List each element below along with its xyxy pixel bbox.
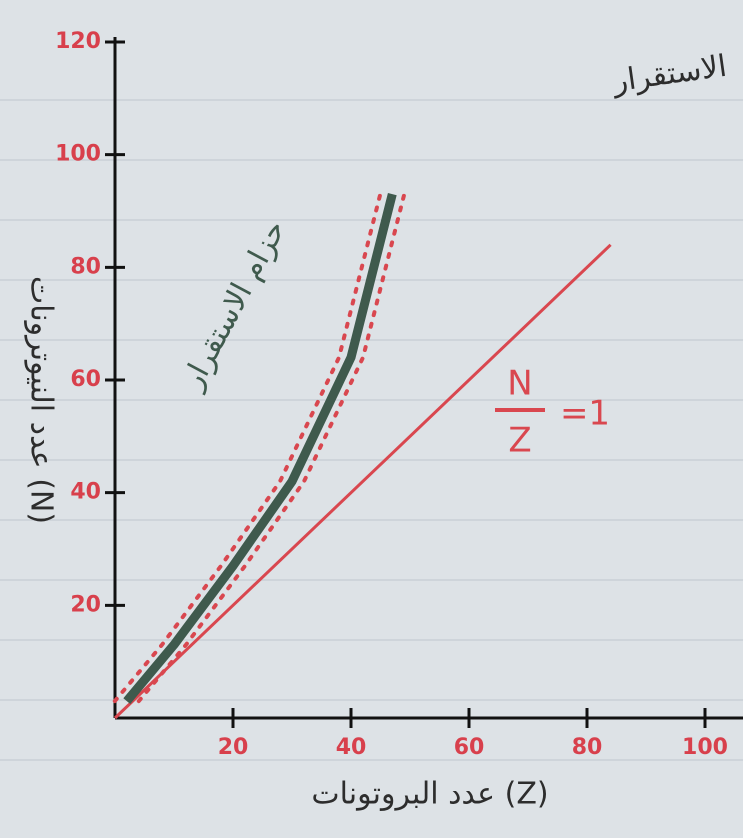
ratio-label: N Z =1	[495, 364, 610, 461]
x-tick-label: 80	[572, 735, 603, 760]
y-tick-label: 80	[70, 254, 101, 279]
x-tick-label: 60	[454, 735, 485, 760]
side-text: الاستقرار	[609, 49, 729, 100]
chart: عدد النيوترونات (N) عدد البروتونات (Z) ح…	[0, 0, 743, 838]
ratio-denominator: Z	[508, 421, 531, 461]
y-tick-label: 100	[55, 142, 101, 167]
y-tick-label: 60	[70, 367, 101, 392]
ratio-numerator: N	[507, 364, 532, 404]
paper-lines	[0, 100, 743, 760]
page: {"chart_data": {"type": "line", "x_label…	[0, 0, 743, 838]
x-tick-label: 100	[682, 735, 728, 760]
x-axis-label: عدد البروتونات (Z)	[311, 777, 548, 812]
y-axis-label: عدد النيوترونات (N)	[24, 276, 59, 524]
ratio-rhs: =1	[560, 394, 610, 434]
x-tick-label: 20	[218, 735, 249, 760]
x-tick-label: 40	[336, 735, 367, 760]
y-tick-label: 40	[70, 480, 101, 505]
y-tick-label: 20	[70, 592, 101, 617]
belt-annotation: حزام الاستقرار	[174, 214, 293, 396]
y-tick-label: 120	[55, 29, 101, 54]
